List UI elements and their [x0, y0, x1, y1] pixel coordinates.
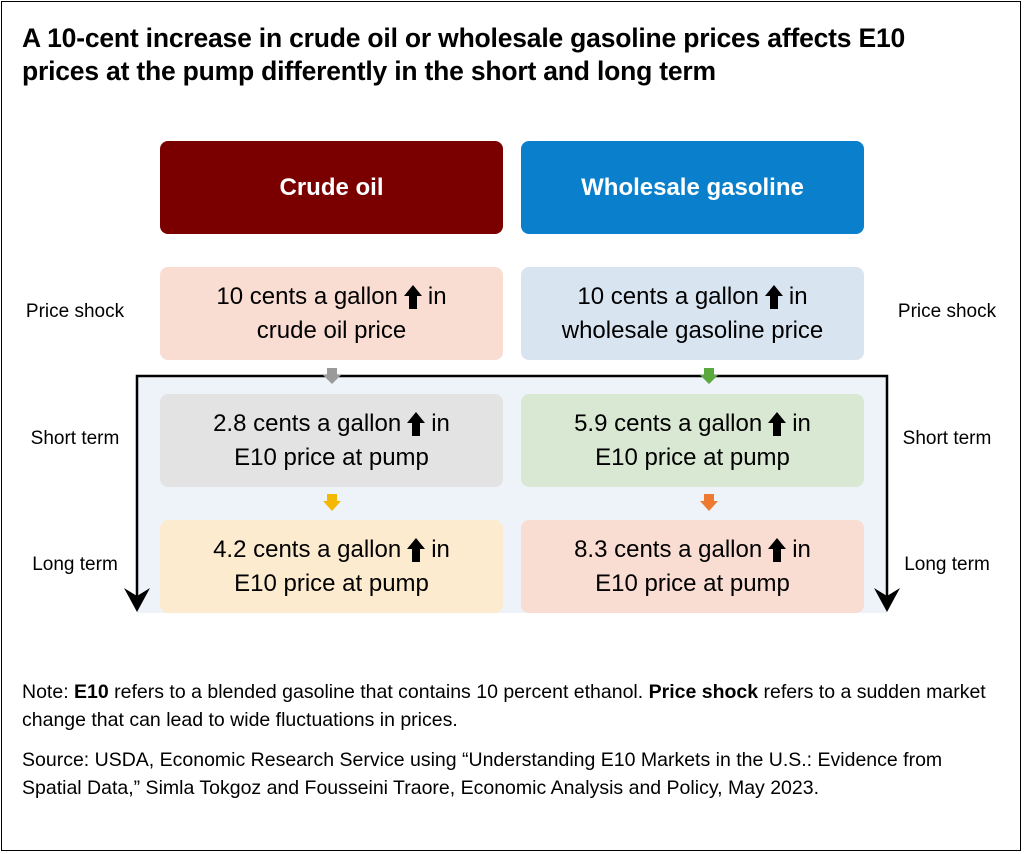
right-down-arrow-icon	[874, 588, 900, 612]
row-label-price-shock-right: Price shock	[897, 301, 997, 322]
wholesale-long-in: in	[792, 535, 811, 563]
wholesale-short-in: in	[792, 409, 811, 437]
up-arrow-icon	[407, 537, 426, 562]
crude-shock-in: in	[427, 282, 447, 310]
up-arrow-icon	[407, 411, 426, 436]
crude-short-value: 2.8 cents a gallon	[213, 409, 402, 437]
crude-shock-to-short-arrow-icon	[323, 368, 341, 384]
crude-long-term-box: 4.2 cents a gallon in E10 price at pump	[160, 520, 503, 613]
wholesale-long-value: 8.3 cents a gallon	[574, 535, 763, 563]
wholesale-shock-value: 10 cents a gallon	[577, 282, 759, 310]
wholesale-long-term-box: 8.3 cents a gallon in E10 price at pump	[521, 520, 864, 613]
note-prefix: Note:	[22, 681, 75, 703]
wholesale-shock-in: in	[788, 282, 808, 310]
crude-short-to-long-arrow-icon	[323, 494, 341, 511]
up-arrow-icon	[768, 537, 787, 562]
up-arrow-icon	[764, 284, 783, 309]
source-text: Source: USDA, Economic Research Service …	[22, 749, 943, 799]
crude-short-term-box: 2.8 cents a gallon in E10 price at pump	[160, 394, 503, 487]
crude-long-value: 4.2 cents a gallon	[213, 535, 402, 563]
crude-price-shock-box: 10 cents a gallon in crude oil price	[160, 267, 503, 360]
crude-long-in: in	[431, 535, 450, 563]
wholesale-short-value: 5.9 cents a gallon	[574, 409, 763, 437]
crude-short-in: in	[431, 409, 450, 437]
row-label-long-term-right: Long term	[904, 554, 990, 575]
wholesale-short-to-long-arrow-icon	[700, 494, 718, 511]
note-term-price-shock: Price shock	[648, 681, 759, 703]
note-text: Note: E10 refers to a blended gasoline t…	[22, 678, 1002, 734]
row-label-short-term-right: Short term	[902, 428, 992, 449]
figure-title: A 10-cent increase in crude oil or whole…	[22, 22, 1012, 88]
wholesale-shock-desc: wholesale gasoline price	[561, 316, 824, 344]
wholesale-gasoline-header: Wholesale gasoline	[521, 141, 864, 234]
note-text-2: refers to a sudden market change that ca…	[22, 681, 986, 731]
crude-oil-header: Crude oil	[160, 141, 503, 234]
wholesale-long-desc: E10 price at pump	[595, 569, 790, 597]
crude-short-desc: E10 price at pump	[234, 443, 429, 471]
row-label-long-term-left: Long term	[32, 554, 118, 575]
crude-shock-desc: crude oil price	[256, 316, 407, 344]
row-label-price-shock-left: Price shock	[25, 301, 125, 322]
wholesale-short-desc: E10 price at pump	[595, 443, 790, 471]
crude-long-desc: E10 price at pump	[234, 569, 429, 597]
left-down-arrow-icon	[124, 588, 150, 612]
up-arrow-icon	[403, 284, 422, 309]
wholesale-price-shock-box: 10 cents a gallon in wholesale gasoline …	[521, 267, 864, 360]
row-label-short-term-left: Short term	[30, 428, 120, 449]
note-text-1: refers to a blended gasoline that contai…	[108, 681, 649, 703]
crude-shock-value: 10 cents a gallon	[216, 282, 398, 310]
title-line-1: A 10-cent increase in crude oil or whole…	[22, 23, 906, 53]
note-term-e10: E10	[74, 681, 109, 703]
title-line-2: prices at the pump differently in the sh…	[22, 56, 716, 86]
wholesale-short-term-box: 5.9 cents a gallon in E10 price at pump	[521, 394, 864, 487]
wholesale-shock-to-short-arrow-icon	[700, 368, 718, 384]
up-arrow-icon	[768, 411, 787, 436]
